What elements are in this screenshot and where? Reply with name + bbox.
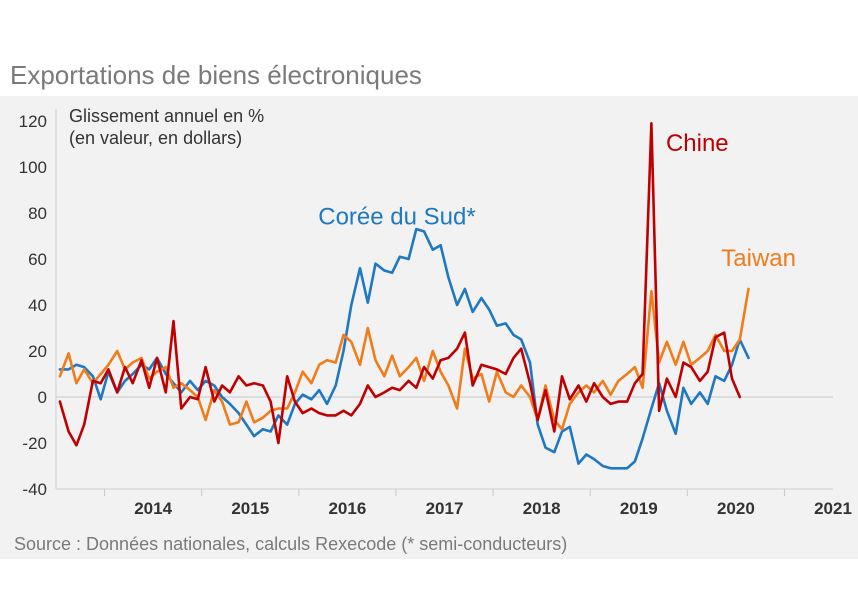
series-label: Taiwan (721, 245, 796, 272)
series-line (58, 287, 750, 431)
series-layer (58, 122, 750, 470)
y-tick-label: 0 (38, 388, 47, 407)
labels-layer: Glissement annuel en %(en valeur, en dol… (69, 106, 796, 272)
y-tick-label: 80 (28, 204, 47, 223)
chart-subtitle: Glissement annuel en % (69, 106, 264, 126)
x-tick-label: 2021 (814, 499, 852, 518)
series-line (58, 122, 742, 447)
chart-subtitle: (en valeur, en dollars) (69, 128, 242, 148)
chart-source: Source : Données nationales, calculs Rex… (14, 534, 568, 554)
x-tick-label: 2019 (620, 499, 658, 518)
x-tick-label: 2017 (426, 499, 464, 518)
plot-background (0, 96, 858, 559)
x-tick-label: 2016 (328, 499, 366, 518)
series-line (58, 227, 750, 470)
series-label: Chine (666, 130, 729, 157)
y-tick-label: -40 (22, 480, 47, 499)
y-tick-label: -20 (22, 434, 47, 453)
x-tick-label: 2015 (231, 499, 269, 518)
axes-layer: 120 100 80 60 40 20 0 -20 -40 2014 2015 2016 2017 201… (19, 109, 852, 518)
y-tick-label: 100 (19, 158, 47, 177)
y-tick-label: 120 (19, 112, 47, 131)
series-label: Corée du Sud* (318, 204, 475, 231)
y-tick-label: 20 (28, 342, 47, 361)
y-tick-label: 60 (28, 250, 47, 269)
chart-title: Exportations de biens électroniques (10, 60, 422, 90)
x-tick-label: 2014 (134, 499, 172, 518)
y-tick-label: 40 (28, 296, 47, 315)
x-tick-label: 2018 (523, 499, 561, 518)
x-tick-label: 2020 (717, 499, 755, 518)
